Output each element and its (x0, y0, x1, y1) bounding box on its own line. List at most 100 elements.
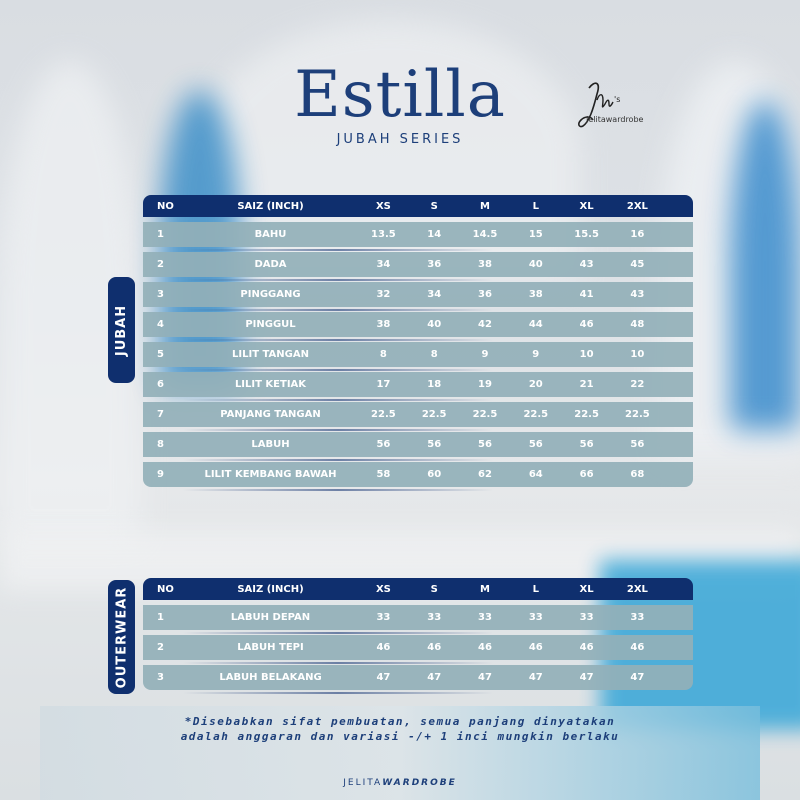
measurement-name: LABUH TEPI (237, 642, 304, 653)
table-row: 1 BAHU 13.5 14 14.5 15 15.5 16 (143, 222, 693, 251)
measurement-name: LILIT KEMBANG BAWAH (204, 469, 337, 480)
size-value: 56 (478, 439, 492, 450)
page-subtitle: JUBAH SERIES (336, 132, 464, 147)
row-number: 8 (157, 439, 164, 450)
table-row: 9 LILIT KEMBANG BAWAH 58 60 62 64 66 68 (143, 462, 693, 491)
size-value: 33 (478, 612, 492, 623)
size-value: 60 (427, 469, 442, 480)
footer-panel (40, 706, 760, 800)
size-value: 44 (528, 319, 543, 330)
measurement-name: BAHU (254, 229, 287, 240)
side-label-outerwear: OUTERWEAR (108, 580, 135, 694)
size-value: 13.5 (371, 229, 396, 240)
measurement-name: PINGGANG (240, 289, 301, 300)
row-number: 1 (157, 229, 164, 240)
size-value: 33 (376, 612, 391, 623)
size-value: 33 (630, 612, 645, 623)
disclaimer-line-1: *Disebabkan sifat pembuatan, semua panja… (184, 715, 616, 728)
brand-logo-icon: 's (578, 82, 620, 128)
size-value: 22.5 (472, 409, 498, 420)
size-value: 47 (579, 672, 594, 683)
background-blue-door-right (730, 100, 800, 430)
size-value: 36 (478, 289, 492, 300)
brand-logo-text: Jelitawardrobe (586, 115, 644, 124)
column-header: XL (579, 200, 594, 212)
row-number: 5 (157, 349, 164, 360)
table-row: 2 DADA 34 36 38 40 43 45 (143, 252, 693, 281)
row-number: 9 (157, 469, 164, 480)
size-value: 15.5 (574, 229, 599, 240)
column-header: L (532, 583, 539, 595)
column-header: XS (375, 583, 391, 595)
row-number: 6 (157, 379, 164, 390)
column-header: XL (579, 583, 594, 595)
table-row: 3 LABUH BELAKANG 47 47 47 47 47 47 (143, 665, 693, 694)
size-value: 56 (427, 439, 442, 450)
size-value: 56 (376, 439, 391, 450)
size-value: 22.5 (625, 409, 650, 420)
size-value: 46 (376, 642, 391, 653)
column-header: L (532, 200, 539, 212)
size-value: 38 (478, 259, 492, 270)
svg-text:'s: 's (614, 95, 620, 104)
column-header: M (480, 583, 490, 595)
size-value: 46 (528, 642, 543, 653)
size-value: 22.5 (574, 409, 599, 420)
size-value: 33 (579, 612, 594, 623)
column-header: SAIZ (INCH) (237, 583, 304, 595)
size-value: 10 (579, 349, 594, 360)
size-value: 40 (528, 259, 543, 270)
row-number: 3 (157, 672, 164, 683)
size-value: 46 (579, 319, 594, 330)
column-header: S (430, 200, 438, 212)
size-value: 46 (579, 642, 594, 653)
table-row: 1 LABUH DEPAN 33 33 33 33 33 33 (143, 605, 693, 634)
size-value: 36 (427, 259, 442, 270)
measurement-name: LILIT TANGAN (232, 349, 309, 360)
size-value: 14.5 (472, 229, 498, 240)
size-value: 56 (630, 439, 645, 450)
measurement-name: LABUH (251, 439, 290, 450)
row-number: 1 (157, 612, 164, 623)
size-value: 58 (376, 469, 391, 480)
size-value: 10 (630, 349, 645, 360)
size-value: 41 (579, 289, 594, 300)
disclaimer-note: *Disebabkan sifat pembuatan, semua panja… (100, 714, 700, 744)
size-value: 22.5 (371, 409, 396, 420)
row-number: 3 (157, 289, 164, 300)
size-value: 9 (481, 349, 489, 360)
size-value: 32 (376, 289, 391, 300)
size-value: 43 (630, 289, 645, 300)
page-title: Estilla (294, 58, 506, 132)
size-value: 22.5 (421, 409, 447, 420)
size-value: 21 (579, 379, 594, 390)
table-row: 4 PINGGUL 38 40 42 44 46 48 (143, 312, 693, 341)
size-value: 47 (427, 672, 442, 683)
size-table-outerwear: NO SAIZ (INCH) XS S M L XL 2XL 1 LABUH DEPAN 33 33 3… (143, 578, 693, 694)
measurement-name: PANJANG TANGAN (220, 409, 321, 420)
size-value: 40 (427, 319, 442, 330)
size-value: 46 (427, 642, 442, 653)
size-value: 56 (579, 439, 594, 450)
size-value: 64 (528, 469, 543, 480)
size-value: 56 (528, 439, 543, 450)
table-header: NO SAIZ (INCH) XS S M L XL 2XL (143, 578, 693, 600)
row-number: 7 (157, 409, 164, 420)
table-row: 3 PINGGANG 32 34 36 38 41 43 (143, 282, 693, 311)
column-header: XS (375, 200, 391, 212)
table-row: 8 LABUH 56 56 56 56 56 56 (143, 432, 693, 461)
size-value: 46 (630, 642, 645, 653)
column-header: NO (157, 583, 174, 595)
size-value: 47 (528, 672, 543, 683)
size-value: 9 (532, 349, 540, 360)
table-header: NO SAIZ (INCH) XS S M L XL 2XL (143, 195, 693, 217)
measurement-name: LABUH DEPAN (230, 612, 311, 623)
table-row: 7 PANJANG TANGAN 22.5 22.5 22.5 22.5 22.5 22.5 (143, 402, 693, 431)
row-number: 2 (157, 642, 164, 653)
size-value: 38 (528, 289, 543, 300)
size-value: 45 (630, 259, 645, 270)
size-value: 15 (528, 229, 543, 240)
table-row: 5 LILIT TANGAN 8 8 9 9 10 10 (143, 342, 693, 371)
size-value: 48 (630, 319, 645, 330)
size-value: 33 (427, 612, 442, 623)
